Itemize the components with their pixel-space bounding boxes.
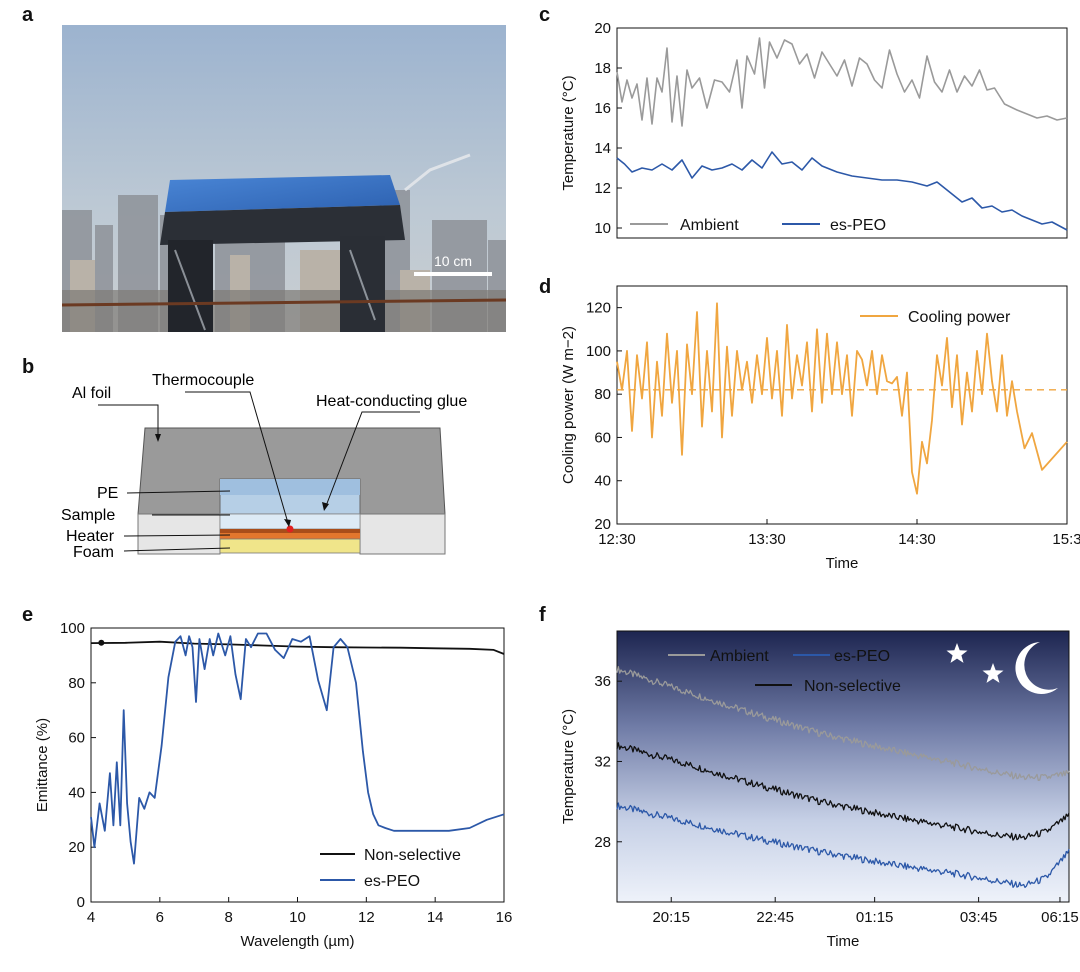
label-pe: PE bbox=[97, 485, 118, 502]
chart-e-xtick-label: 14 bbox=[427, 909, 444, 926]
chart-c-legend-label-es-peo: es-PEO bbox=[830, 217, 886, 234]
chart-f-series-es-peo bbox=[616, 802, 1070, 889]
chart-e-ytick-label: 40 bbox=[68, 784, 85, 801]
chart-f: 28 32 36 20:15 22:45 01:15 03:45 06:15 Temperatu… bbox=[560, 630, 1079, 950]
label-heater: Heater bbox=[66, 528, 115, 545]
chart-c-ytick-label: 10 bbox=[594, 220, 611, 237]
chart-e-xtick-label: 12 bbox=[358, 909, 375, 926]
panel-letter-c: c bbox=[539, 4, 551, 26]
chart-d-xtick-label: 15:3 bbox=[1052, 531, 1080, 548]
chart-f-series-ambient bbox=[616, 665, 1070, 782]
scale-bar-label: 10 cm bbox=[434, 253, 472, 269]
chart-e-ytick-label: 100 bbox=[60, 620, 85, 637]
chart-f-legend-label-non-selective: Non-selective bbox=[804, 678, 901, 695]
chart-c: 10 12 14 16 18 20 Temperature (°C) Ambient es-PE… bbox=[560, 20, 1068, 239]
chart-f-ytick-label: 36 bbox=[594, 673, 611, 690]
chart-e-ytick-label: 60 bbox=[68, 730, 85, 747]
chart-f-xlabel: Time bbox=[827, 933, 860, 950]
chart-e-marker bbox=[98, 639, 105, 646]
chart-e-legend-label-non-selective: Non-selective bbox=[364, 847, 461, 864]
chart-c-ytick-label: 12 bbox=[594, 180, 611, 197]
chart-f-axes-frame bbox=[616, 630, 1070, 903]
chart-c-series-ambient bbox=[616, 37, 1068, 127]
label-thermocouple: Thermocouple bbox=[152, 372, 254, 389]
chart-e-xtick-label: 6 bbox=[156, 909, 164, 926]
chart-f-series-non-selective bbox=[616, 742, 1070, 841]
chart-c-ytick-label: 14 bbox=[594, 140, 611, 157]
chart-c-ylabel: Temperature (°C) bbox=[560, 75, 577, 190]
chart-f-xtick-label: 01:15 bbox=[856, 909, 894, 926]
chart-e-ytick-label: 0 bbox=[77, 894, 85, 911]
label-foam: Foam bbox=[73, 544, 114, 561]
chart-d-legend-label: Cooling power bbox=[908, 309, 1011, 326]
chart-e-series-es-peo bbox=[90, 632, 505, 865]
chart-c-ytick-label: 18 bbox=[594, 60, 611, 77]
chart-c-axes-frame bbox=[616, 27, 1068, 239]
chart-e-xtick-label: 10 bbox=[289, 909, 306, 926]
chart-d-ytick-label: 100 bbox=[586, 343, 611, 360]
chart-f-xtick-label: 22:45 bbox=[756, 909, 794, 926]
chart-d-ytick-label: 20 bbox=[594, 516, 611, 533]
star-icon bbox=[946, 643, 968, 663]
panel-letter-a: a bbox=[22, 4, 34, 26]
chart-d-ytick-label: 60 bbox=[594, 429, 611, 446]
chart-d: 20 40 60 80 100 120 12:30 13:30 14:30 15:3 Cooling… bbox=[560, 285, 1080, 572]
panel-b-schematic bbox=[98, 391, 446, 555]
chart-c-series-es-peo bbox=[616, 151, 1068, 231]
chart-e-series-non-selective bbox=[90, 640, 505, 655]
chart-d-ytick-label: 120 bbox=[586, 300, 611, 317]
scale-bar bbox=[414, 272, 492, 276]
chart-e-ylabel: Emittance (%) bbox=[34, 718, 51, 812]
chart-d-xtick-label: 12:30 bbox=[598, 531, 636, 548]
chart-d-xtick-label: 13:30 bbox=[748, 531, 786, 548]
chart-c-legend-label-ambient: Ambient bbox=[680, 217, 739, 234]
chart-f-xtick-label: 20:15 bbox=[652, 909, 690, 926]
chart-c-ytick-label: 20 bbox=[594, 20, 611, 37]
chart-d-series-cooling-power bbox=[616, 302, 1068, 495]
label-al-foil: Al foil bbox=[72, 385, 111, 402]
chart-f-ytick-label: 28 bbox=[594, 834, 611, 851]
chart-e-xtick-label: 16 bbox=[496, 909, 513, 926]
moon-icon bbox=[1015, 642, 1058, 694]
label-heat-conducting-glue: Heat-conducting glue bbox=[316, 393, 467, 410]
chart-d-ylabel: Cooling power (W m−2) bbox=[560, 326, 577, 484]
panel-a-photo bbox=[62, 25, 506, 332]
chart-d-ytick-label: 40 bbox=[594, 473, 611, 490]
panel-letter-d: d bbox=[539, 276, 552, 298]
chart-e-ytick-label: 20 bbox=[68, 839, 85, 856]
panel-letter-b: b bbox=[22, 356, 35, 378]
chart-f-xtick-label: 03:45 bbox=[960, 909, 998, 926]
chart-d-ytick-label: 80 bbox=[594, 386, 611, 403]
thermocouple-dot bbox=[286, 525, 294, 533]
chart-f-ylabel: Temperature (°C) bbox=[560, 709, 577, 824]
chart-f-legend-label-ambient: Ambient bbox=[710, 648, 769, 665]
chart-e-xtick-label: 8 bbox=[224, 909, 232, 926]
chart-f-xtick-label: 06:15 bbox=[1041, 909, 1079, 926]
chart-f-ytick-label: 32 bbox=[594, 753, 611, 770]
chart-d-axes-frame bbox=[616, 285, 1068, 525]
star-icon bbox=[982, 663, 1004, 683]
label-sample: Sample bbox=[61, 507, 115, 524]
chart-f-legend-label-es-peo: es-PEO bbox=[834, 648, 890, 665]
panel-letter-f: f bbox=[539, 604, 546, 626]
chart-e: 0 20 40 60 80 100 4 6 8 10 12 14 16 Emittance (%) Wave… bbox=[34, 620, 512, 950]
chart-c-ytick-label: 16 bbox=[594, 100, 611, 117]
chart-d-xtick-label: 14:30 bbox=[898, 531, 936, 548]
chart-d-xlabel: Time bbox=[826, 555, 859, 572]
chart-e-xlabel: Wavelength (µm) bbox=[241, 933, 355, 950]
panel-letter-e: e bbox=[22, 604, 34, 626]
chart-e-legend-label-es-peo: es-PEO bbox=[364, 873, 420, 890]
chart-e-ytick-label: 80 bbox=[68, 675, 85, 692]
chart-e-xtick-label: 4 bbox=[87, 909, 95, 926]
